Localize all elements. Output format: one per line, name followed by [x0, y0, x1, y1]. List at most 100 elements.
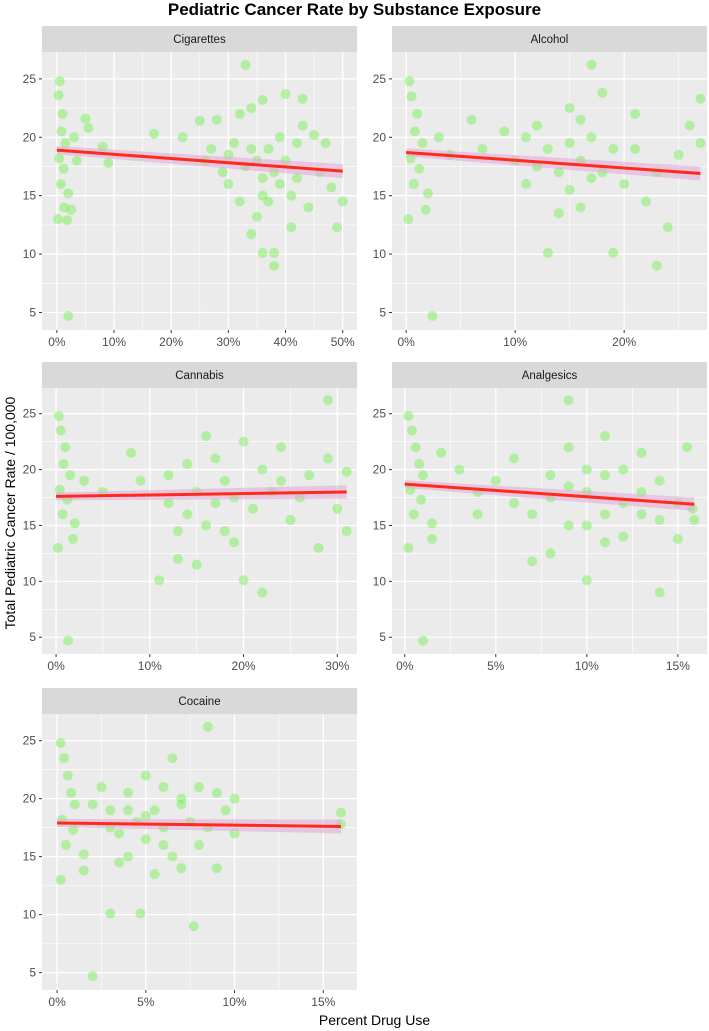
data-point: [69, 799, 80, 810]
data-point: [69, 132, 80, 143]
data-point: [163, 498, 174, 509]
data-point: [219, 526, 230, 537]
x-tick-label: 20%: [612, 335, 636, 349]
strip: [42, 26, 357, 52]
data-point: [201, 520, 212, 531]
data-point: [172, 526, 183, 537]
data-point: [433, 132, 444, 143]
data-point: [149, 805, 160, 816]
data-point: [332, 503, 343, 514]
data-point: [246, 229, 257, 240]
data-point: [341, 466, 352, 477]
data-point: [341, 526, 352, 537]
strip-label: Cannabis: [175, 370, 224, 382]
data-point: [466, 114, 477, 125]
x-tick-label: 10%: [575, 659, 599, 673]
data-point: [182, 509, 193, 520]
data-point: [247, 503, 258, 514]
data-point: [172, 554, 183, 564]
data-point: [123, 787, 134, 798]
y-tick-label: 5: [379, 630, 386, 644]
data-point: [608, 143, 619, 154]
data-point: [234, 196, 245, 207]
data-point: [251, 211, 262, 222]
data-point: [60, 840, 71, 851]
y-tick-label: 15: [23, 518, 37, 532]
data-point: [286, 222, 297, 233]
y-tick-label: 20: [23, 130, 37, 144]
data-point: [564, 138, 575, 149]
data-point: [408, 509, 419, 520]
data-point: [563, 481, 574, 492]
data-point: [210, 453, 221, 464]
x-tick-label: 10%: [102, 335, 126, 349]
y-tick-label: 10: [23, 908, 37, 922]
data-point: [158, 782, 169, 793]
data-point: [238, 436, 249, 447]
y-tick-label: 15: [23, 189, 37, 203]
data-point: [54, 484, 65, 495]
data-point: [427, 533, 438, 544]
y-tick-label: 25: [373, 72, 387, 86]
data-point: [229, 793, 240, 804]
data-point: [427, 310, 438, 321]
data-point: [158, 840, 169, 851]
data-point: [313, 542, 324, 553]
y-tick-label: 10: [373, 574, 387, 588]
data-point: [508, 453, 519, 464]
data-point: [58, 163, 69, 174]
panel-background: [42, 388, 357, 654]
data-point: [417, 470, 428, 481]
data-point: [417, 635, 428, 646]
strip-label: Analgesics: [522, 370, 578, 382]
y-tick-label: 15: [23, 850, 37, 864]
data-point: [274, 178, 285, 189]
data-point: [103, 157, 114, 168]
data-point: [575, 114, 586, 125]
data-point: [63, 310, 74, 321]
data-point: [409, 126, 420, 137]
data-point: [636, 447, 647, 458]
data-point: [60, 442, 71, 453]
x-tick-label: 0%: [47, 659, 65, 673]
data-point: [563, 442, 574, 453]
data-point: [640, 196, 651, 207]
data-point: [320, 138, 331, 149]
data-point: [257, 94, 268, 105]
y-tick-label: 25: [23, 72, 37, 86]
data-point: [58, 459, 69, 469]
data-point: [140, 834, 151, 845]
data-point: [454, 464, 465, 475]
data-point: [194, 840, 205, 851]
y-tick-label: 5: [29, 630, 36, 644]
data-point: [54, 76, 65, 87]
strip: [392, 26, 707, 52]
data-point: [57, 108, 68, 119]
data-point: [651, 260, 662, 271]
data-point: [257, 247, 268, 258]
y-tick-label: 10: [23, 247, 37, 261]
data-point: [210, 498, 221, 509]
data-point: [689, 514, 700, 525]
data-point: [545, 548, 556, 559]
x-tick-label: 10%: [223, 995, 247, 1009]
data-point: [416, 494, 427, 505]
data-point: [78, 865, 89, 876]
data-point: [246, 103, 257, 114]
y-tick-label: 20: [373, 130, 387, 144]
data-point: [55, 737, 66, 748]
data-point: [182, 459, 193, 469]
data-point: [477, 143, 488, 154]
x-tick-label: 10%: [503, 335, 527, 349]
data-point: [695, 138, 706, 149]
data-point: [326, 182, 337, 193]
data-point: [257, 173, 268, 184]
data-point: [201, 431, 212, 442]
data-point: [60, 138, 71, 149]
data-point: [140, 770, 151, 781]
data-point: [66, 787, 77, 798]
data-point: [636, 509, 647, 520]
data-point: [263, 196, 274, 207]
data-point: [240, 59, 251, 70]
